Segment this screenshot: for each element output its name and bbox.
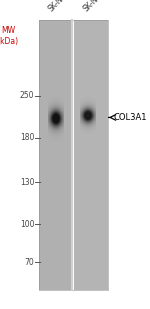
Bar xyxy=(74,20,108,290)
Text: 180: 180 xyxy=(20,133,34,142)
Text: 70: 70 xyxy=(25,258,34,267)
Bar xyxy=(39,20,108,290)
Text: 250: 250 xyxy=(20,91,34,100)
Text: COL3A1: COL3A1 xyxy=(113,113,147,122)
Text: SK-N-SH: SK-N-SH xyxy=(47,0,75,14)
Text: SK-N-AS: SK-N-AS xyxy=(81,0,109,14)
Text: MW
(kDa): MW (kDa) xyxy=(0,26,19,46)
Bar xyxy=(39,20,71,290)
Text: 130: 130 xyxy=(20,178,34,187)
Text: 100: 100 xyxy=(20,220,34,229)
